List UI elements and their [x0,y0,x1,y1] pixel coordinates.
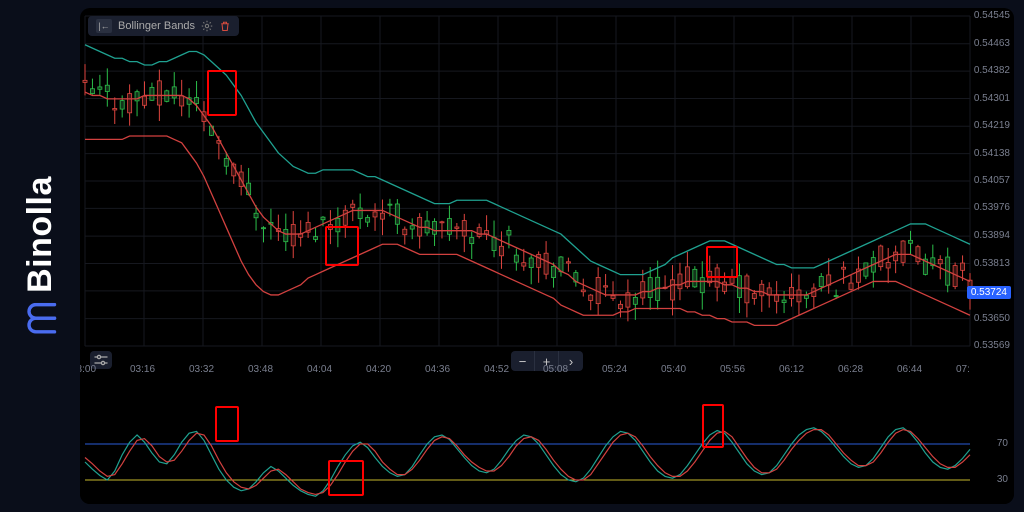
current-price-tag: 0.53724 [967,286,1011,299]
highlight-box [328,460,364,496]
highlight-box [207,70,237,116]
x-axis-tick: 05:40 [661,364,686,375]
y-axis-tick: 0.53569 [974,340,1010,351]
x-axis-tick: 03:32 [189,364,214,375]
oscillator-level: 70 [997,438,1008,449]
y-axis-tick: 0.53976 [974,202,1010,213]
y-axis-tick: 0.54057 [974,175,1010,186]
zoom-out-button[interactable]: − [511,351,535,371]
brand-sidebar: Binolla [0,0,80,512]
y-axis-tick: 0.53813 [974,258,1010,269]
y-axis-tick: 0.54219 [974,120,1010,131]
x-axis-tick: 06:44 [897,364,922,375]
trash-icon[interactable] [219,20,231,32]
highlight-box [706,246,738,278]
highlight-box [215,406,239,442]
collapse-icon[interactable]: |← [96,19,112,33]
y-axis-tick: 0.54463 [974,38,1010,49]
brand-name: Binolla [21,176,60,293]
highlight-box [325,226,359,266]
y-axis-tick: 0.54545 [974,10,1010,21]
x-axis-tick: 03:00 [80,364,96,375]
x-axis-tick: 04:36 [425,364,450,375]
oscillator-level: 30 [997,474,1008,485]
y-axis-tick: 0.54382 [974,65,1010,76]
indicator-main-label: Bollinger Bands [118,20,195,32]
main-chart-area[interactable] [80,8,1014,388]
sliders-icon [94,354,108,366]
y-axis-tick: 0.53650 [974,313,1010,324]
highlight-box [702,404,724,448]
x-axis-tick: 05:24 [602,364,627,375]
x-axis-tick: 06:12 [779,364,804,375]
x-axis-tick: 03:16 [130,364,155,375]
x-axis-tick: 05:56 [720,364,745,375]
x-axis-tick: 03:48 [248,364,273,375]
x-axis-tick: 04:04 [307,364,332,375]
x-axis-tick: 04:20 [366,364,391,375]
brand-logo-icon [23,302,57,336]
x-axis-tick: 06:28 [838,364,863,375]
y-axis-tick: 0.53894 [974,230,1010,241]
y-axis-tick: 0.54138 [974,148,1010,159]
x-axis-tick: 04:52 [484,364,509,375]
chart-panel: |← Bollinger Bands − + › Stochastic Osci… [80,8,1014,504]
indicator-badge-bollinger[interactable]: |← Bollinger Bands [88,16,239,36]
x-axis-tick: 05:08 [543,364,568,375]
x-axis-tick: 07: [956,364,970,375]
gear-icon[interactable] [201,20,213,32]
y-axis-tick: 0.54301 [974,93,1010,104]
